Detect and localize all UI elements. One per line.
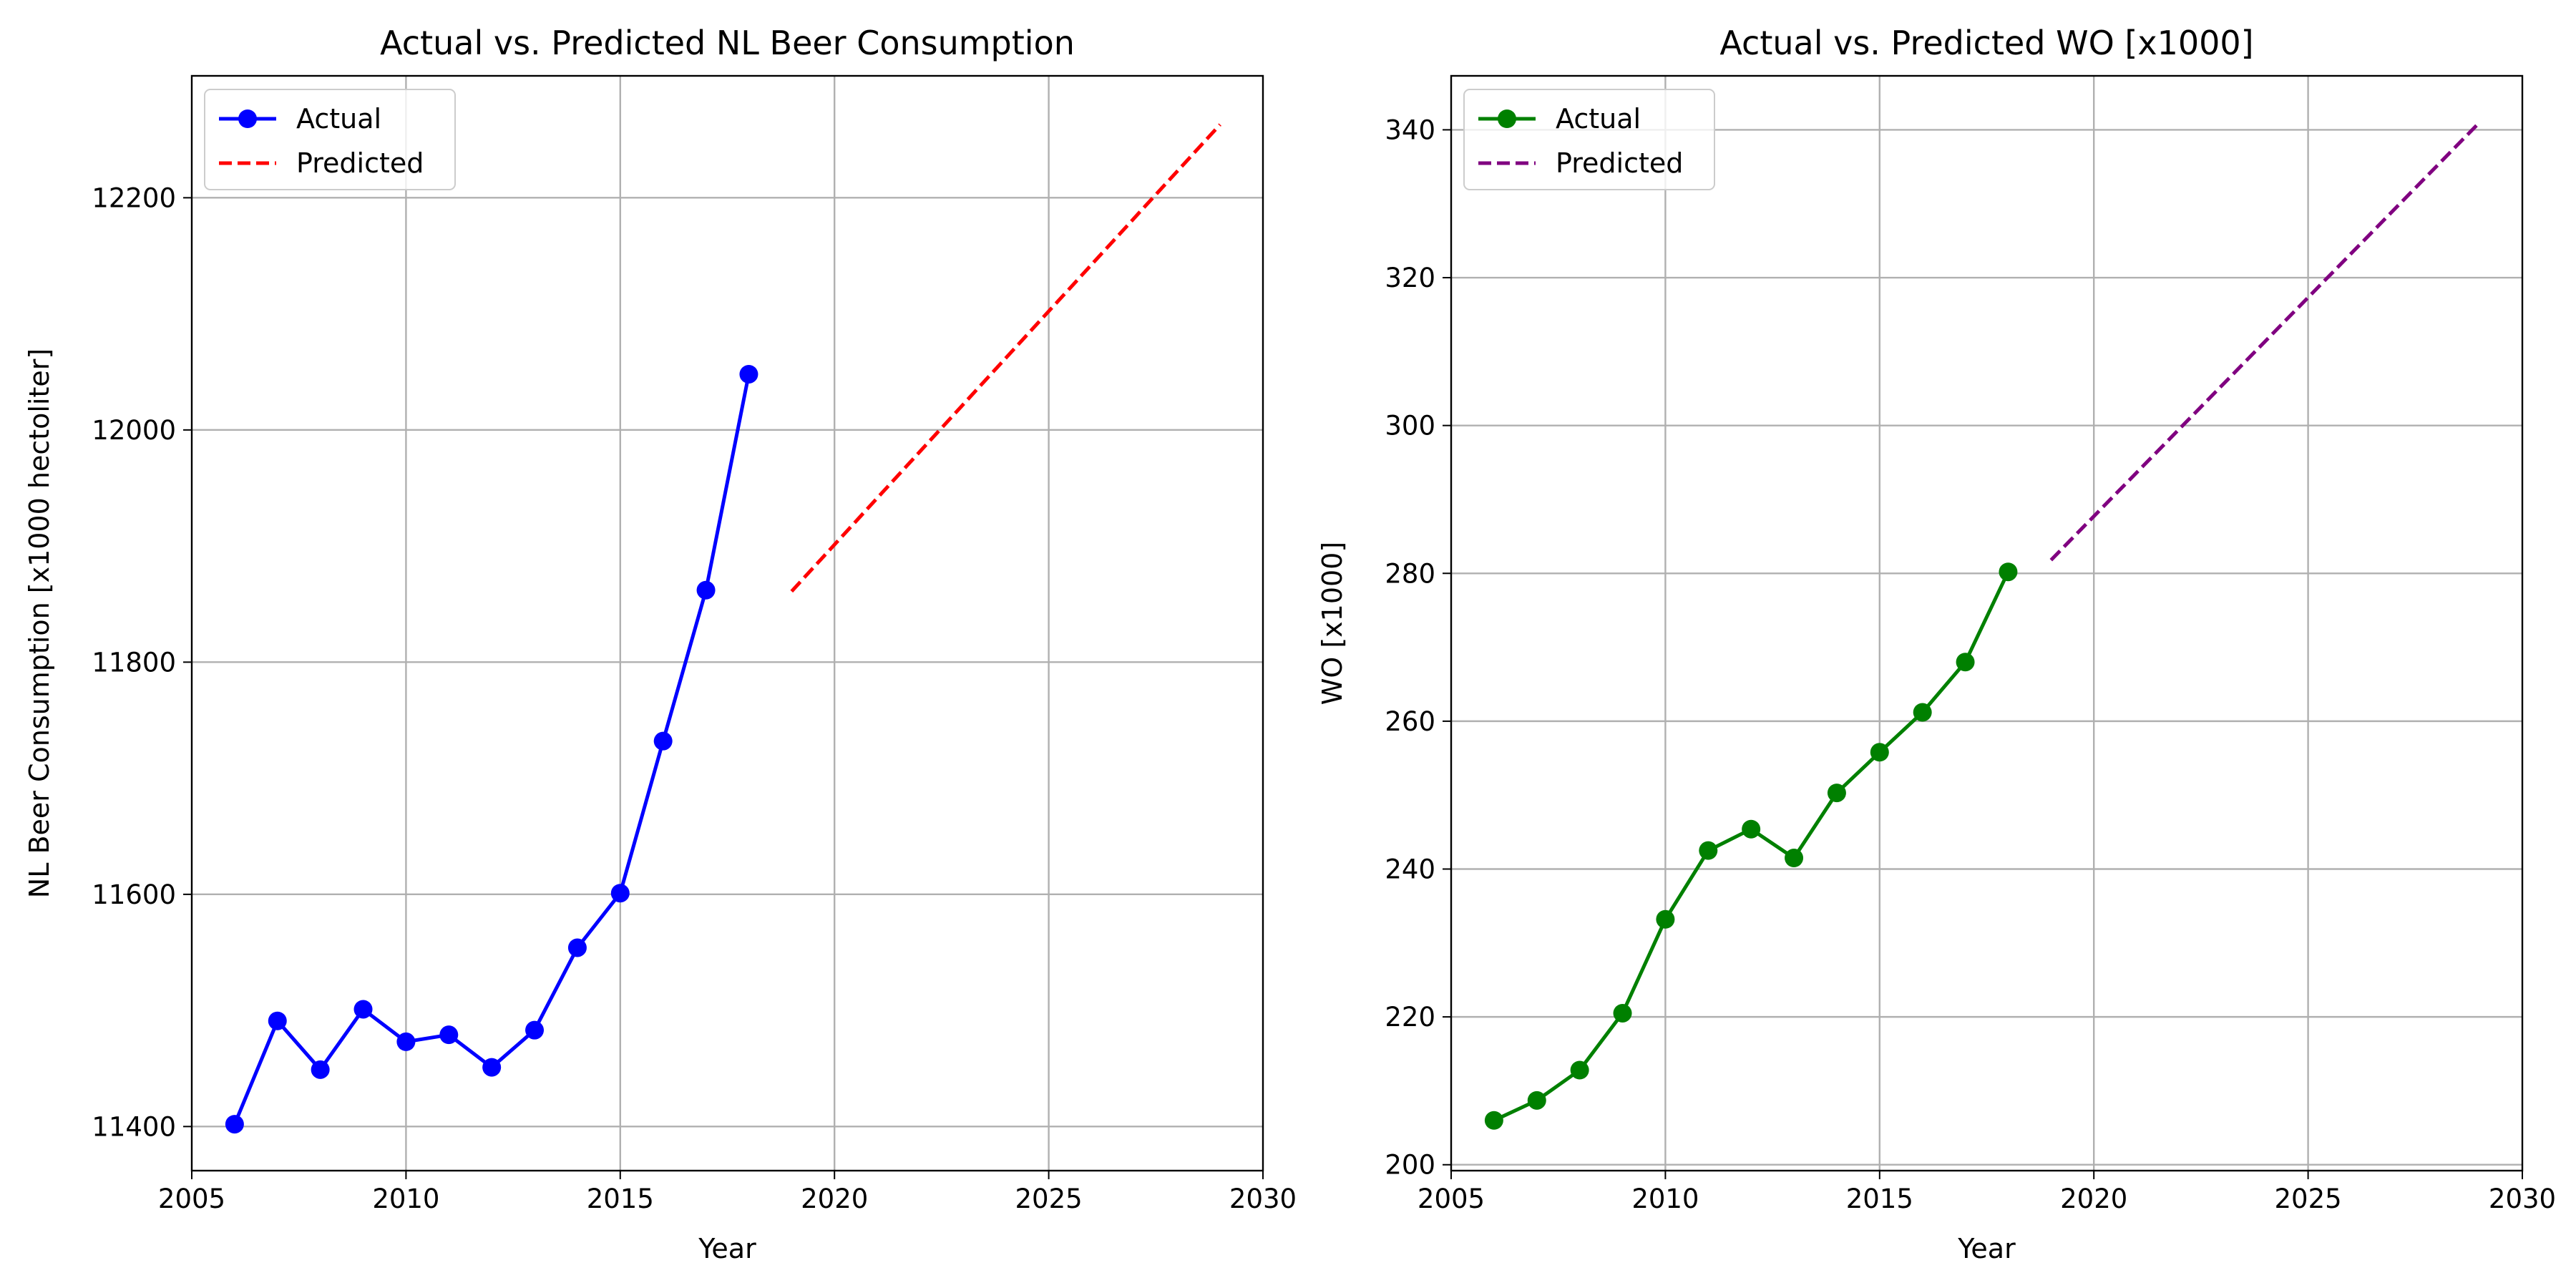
x-tick-label: 2030: [2489, 1184, 2556, 1214]
legend-label: Predicted: [1556, 147, 1683, 179]
y-axis-label: NL Beer Consumption [x1000 hectoliter]: [24, 348, 55, 898]
series-predicted: [2049, 121, 2481, 562]
x-tick-label: 2005: [1418, 1184, 1485, 1214]
chart-panel-1: 2005 2010 2015 2020 2025 2030 11400 11600 11800 1…: [24, 24, 1297, 1264]
data-point: [525, 1020, 545, 1040]
y-tick-label: 12000: [92, 415, 176, 446]
data-point: [1699, 841, 1718, 860]
data-point: [1570, 1060, 1589, 1080]
y-tick-label: 11400: [92, 1111, 176, 1142]
data-point: [610, 884, 630, 903]
x-axis-label: Year: [698, 1233, 756, 1264]
legend-label: Actual: [296, 103, 381, 135]
x-tick-label: 2025: [1015, 1184, 1083, 1214]
data-point: [439, 1025, 459, 1045]
data-point: [311, 1060, 330, 1079]
chart-panel-2: 2005 2010 2015 2020 2025 2030 200 220 240 260 280 3…: [1317, 24, 2556, 1264]
series-predicted: [790, 123, 1221, 593]
data-point: [1785, 849, 1804, 868]
chart-title: Actual vs. Predicted WO [x1000]: [1719, 24, 2253, 62]
x-tick-label: 2005: [158, 1184, 225, 1214]
plot-frame: [1450, 74, 2524, 1172]
y-tick-label: 11600: [92, 879, 176, 910]
legend: Actual Predicted: [1463, 89, 1715, 190]
data-point: [1999, 562, 2018, 582]
data-point: [1870, 743, 1889, 762]
y-axis-label: WO [x1000]: [1317, 542, 1348, 705]
y-tick-label: 300: [1385, 411, 1435, 441]
data-point: [1527, 1091, 1546, 1110]
x-tick-label: 2020: [801, 1184, 868, 1214]
y-tick-label: 240: [1385, 854, 1435, 885]
y-tick-label: 12200: [92, 182, 176, 213]
data-point: [653, 731, 673, 751]
y-tick-label: 260: [1385, 706, 1435, 737]
plot-frame: [190, 74, 1264, 1172]
series-actual: [225, 364, 758, 1134]
legend-marker: [1498, 109, 1516, 128]
x-tick-label: 2025: [2275, 1184, 2342, 1214]
series-line-actual: [1493, 571, 2010, 1123]
data-point: [567, 938, 587, 957]
y-tick-label: 220: [1385, 1002, 1435, 1033]
series-line-actual: [233, 374, 751, 1126]
data-point: [1827, 784, 1846, 803]
x-axis-label: Year: [1957, 1233, 2016, 1264]
y-tick-label: 200: [1385, 1150, 1435, 1181]
series-actual: [1484, 562, 2018, 1130]
x-tick-label: 2010: [1631, 1184, 1699, 1214]
data-point: [1913, 703, 1932, 722]
data-point: [225, 1115, 244, 1134]
y-tick-label: 11800: [92, 647, 176, 678]
data-point: [1613, 1003, 1632, 1023]
x-tick-label: 2020: [2060, 1184, 2127, 1214]
data-point: [739, 364, 758, 384]
y-tick-label: 340: [1385, 114, 1435, 145]
x-tick-label: 2015: [1846, 1184, 1913, 1214]
data-point: [482, 1058, 502, 1077]
legend: Actual Predicted: [204, 89, 456, 190]
x-tick-label: 2015: [587, 1184, 654, 1214]
legend-marker: [238, 109, 257, 128]
y-tick-label: 320: [1385, 263, 1435, 293]
series-line-predicted: [790, 123, 1221, 593]
data-point: [1956, 653, 1975, 672]
data-point: [268, 1011, 287, 1030]
series-line-predicted: [2049, 121, 2481, 562]
x-tick-label: 2010: [372, 1184, 439, 1214]
data-point: [396, 1032, 416, 1051]
y-tick-label: 280: [1385, 558, 1435, 589]
legend-label: Actual: [1556, 103, 1641, 135]
data-point: [696, 580, 716, 600]
data-point: [353, 1000, 373, 1019]
data-point: [1484, 1111, 1503, 1130]
legend-label: Predicted: [296, 147, 424, 179]
data-point: [1656, 909, 1675, 929]
chart-title: Actual vs. Predicted NL Beer Consumption: [380, 24, 1075, 62]
x-tick-label: 2030: [1229, 1184, 1297, 1214]
data-point: [1742, 819, 1761, 839]
